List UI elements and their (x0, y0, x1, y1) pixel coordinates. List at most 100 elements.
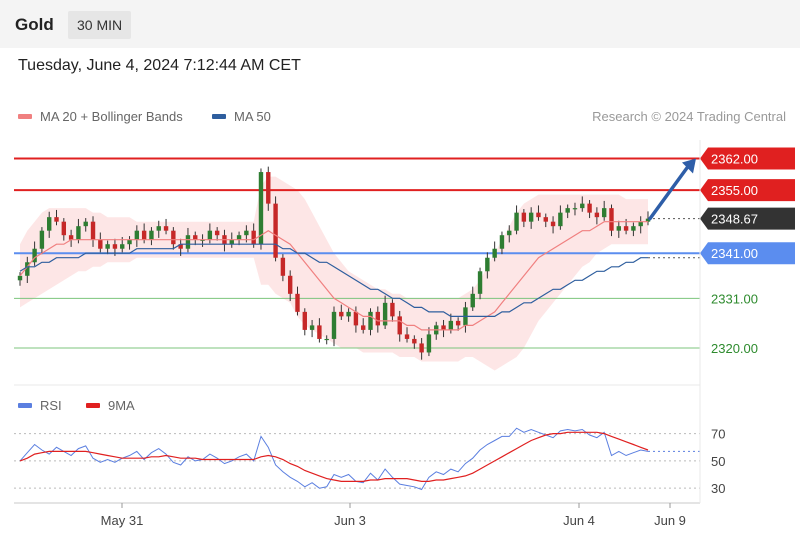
rsi-ma-label: 9MA (108, 398, 135, 413)
ma50-line (19, 243, 648, 317)
candle (499, 231, 505, 255)
level-label-2355.00: 2355.00 (711, 183, 758, 198)
candle (339, 304, 344, 320)
candle (25, 256, 30, 283)
level-tag-2341.00 (700, 242, 795, 265)
timeframe-button[interactable]: 30 MIN (68, 11, 132, 39)
candle-body (280, 257, 286, 276)
candle-body (317, 325, 322, 339)
candle (594, 207, 600, 225)
candle (492, 241, 497, 262)
candle-body (594, 212, 600, 218)
candle-body (163, 226, 169, 231)
candle-body (244, 230, 249, 236)
level-tag-2348.67 (700, 207, 795, 230)
candle (375, 306, 381, 333)
candle-body (258, 172, 264, 245)
candle-body (112, 244, 118, 249)
x-tick-label: May 31 (101, 513, 144, 528)
candle (601, 200, 607, 221)
candle-body (76, 226, 81, 240)
candle-body (295, 293, 300, 312)
candle (214, 227, 220, 241)
candle-body (324, 338, 329, 341)
candle-body (309, 325, 315, 330)
candle (266, 166, 271, 211)
candle (528, 207, 534, 229)
candle (39, 227, 45, 255)
candle-body (193, 235, 198, 240)
candle-body (528, 212, 534, 222)
candle-body (200, 239, 205, 241)
candle (368, 308, 373, 336)
candle-body (448, 320, 454, 330)
candle (295, 286, 300, 316)
x-tick-label: Jun 4 (563, 513, 595, 528)
candle (470, 286, 475, 311)
candle-body (120, 244, 125, 249)
candle (441, 319, 446, 338)
candle-body (492, 248, 497, 258)
candle-body (339, 311, 344, 317)
candle-body (54, 217, 59, 222)
candle-body (61, 221, 67, 236)
candle-body (25, 262, 30, 276)
candle-body (156, 226, 161, 231)
candle (550, 216, 556, 234)
candle-body (514, 212, 519, 231)
candle-body (346, 311, 351, 317)
candle (455, 317, 461, 331)
candle-body (572, 208, 578, 210)
candle-body (214, 230, 220, 236)
candle (645, 211, 651, 226)
candle (543, 213, 548, 228)
candle (514, 205, 519, 235)
candle (98, 232, 103, 253)
candle-body (178, 244, 183, 249)
level-tag-2362.00 (700, 147, 795, 170)
candle (324, 335, 329, 345)
candle-body (521, 212, 527, 222)
rsi-tick-50: 50 (711, 454, 725, 469)
candle-body (39, 230, 45, 249)
candles (17, 166, 651, 360)
candle-body (645, 218, 651, 222)
candle (536, 205, 541, 221)
candle-body (558, 212, 563, 227)
rsi-label: RSI (40, 398, 62, 413)
bollinger-band (20, 176, 648, 371)
candle-body (543, 217, 548, 222)
level-label-2320.00: 2320.00 (711, 341, 758, 356)
ma50-swatch (212, 114, 226, 119)
candle-body (331, 311, 337, 339)
legend-ma50: MA 50 (212, 109, 271, 124)
level-tag-2355.00 (700, 179, 795, 202)
x-tick-label: Jun 3 (334, 513, 366, 528)
candle (200, 234, 205, 247)
candle-body (404, 334, 410, 339)
candle (477, 267, 483, 300)
candle-body (470, 293, 475, 308)
candle-body (397, 316, 402, 335)
x-axis-ticks: May 31 Jun 3 Jun 4 Jun 9 (101, 503, 686, 528)
timestamp: Tuesday, June 4, 2024 7:12:44 AM CET (18, 57, 301, 74)
rsi-tick-30: 30 (711, 481, 725, 496)
candle-body (171, 230, 176, 245)
candle (565, 204, 570, 219)
research-credit: Research © 2024 Trading Central (592, 109, 786, 124)
candle (382, 295, 388, 329)
candle (558, 205, 563, 230)
candle (302, 308, 307, 336)
candle-body (455, 320, 461, 326)
candle (68, 229, 74, 247)
candle-body (32, 248, 37, 263)
candle (258, 168, 264, 250)
candle-body (47, 217, 52, 231)
candle-body (353, 311, 359, 326)
level-label-2331.00: 2331.00 (711, 291, 758, 306)
candle (236, 231, 242, 246)
x-tick-label: Jun 9 (654, 513, 686, 528)
candle-body (266, 172, 271, 204)
candle (317, 318, 322, 343)
